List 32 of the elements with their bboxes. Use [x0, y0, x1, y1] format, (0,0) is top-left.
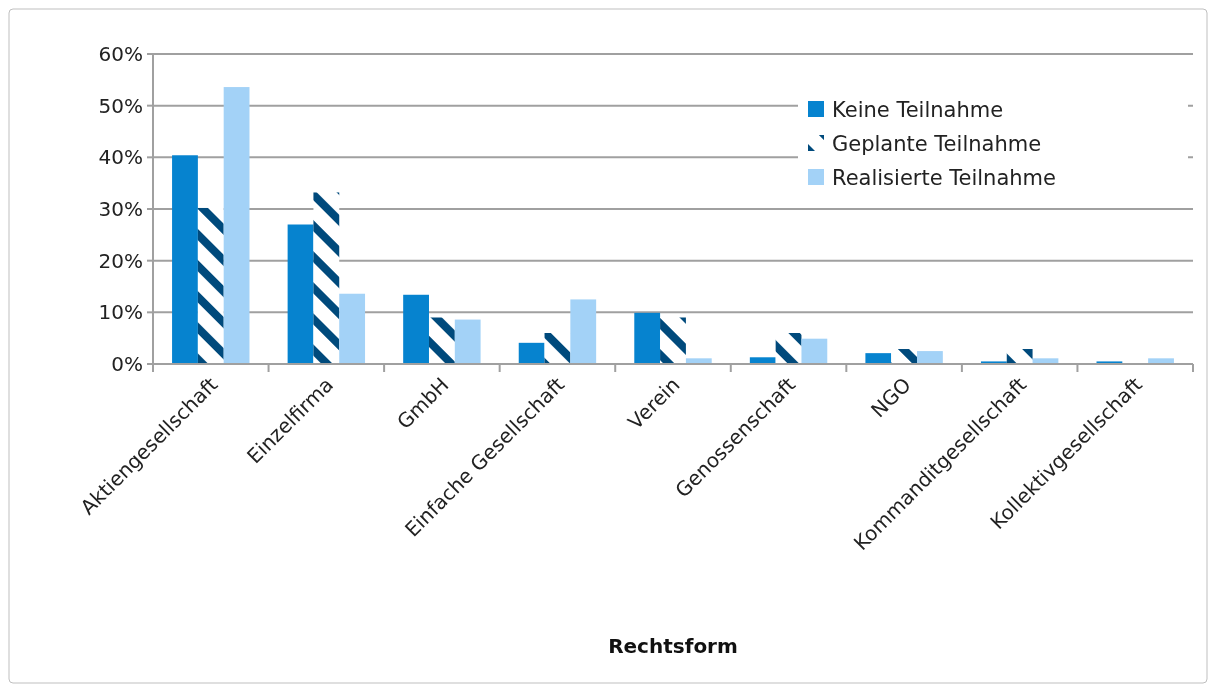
bar: [1006, 349, 1033, 364]
bar: [403, 294, 429, 364]
x-axis-title: Rechtsform: [608, 634, 738, 658]
bar: [544, 333, 571, 364]
y-tick-label: 50%: [98, 93, 143, 118]
y-tick-label: 60%: [98, 42, 143, 66]
bar: [917, 351, 943, 364]
bar: [634, 312, 661, 364]
bar: [313, 192, 340, 364]
bar: [223, 87, 250, 364]
y-tick-label: 40%: [98, 145, 143, 170]
bar: [197, 207, 224, 364]
bar: [865, 353, 892, 364]
y-tick-label: 10%: [98, 300, 143, 325]
bar: [660, 317, 686, 364]
bar: [570, 299, 597, 364]
y-tick-label: 20%: [98, 248, 143, 273]
bar: [749, 357, 776, 364]
bar: [454, 319, 481, 364]
bar: [287, 224, 314, 364]
legend-label: Realisierte Teilnahme: [832, 166, 1056, 191]
legend-label: Keine Teilnahme: [832, 98, 1004, 123]
bar: [891, 349, 918, 364]
bar: [518, 342, 545, 364]
bar: [801, 338, 828, 364]
legend-label: Geplante Teilnahme: [832, 132, 1042, 157]
y-tick-label: 30%: [98, 197, 143, 221]
y-tick-label: 0%: [111, 352, 143, 376]
bar: [339, 293, 366, 364]
bar: [775, 333, 802, 364]
bar: [428, 317, 455, 364]
bar: [172, 155, 198, 364]
